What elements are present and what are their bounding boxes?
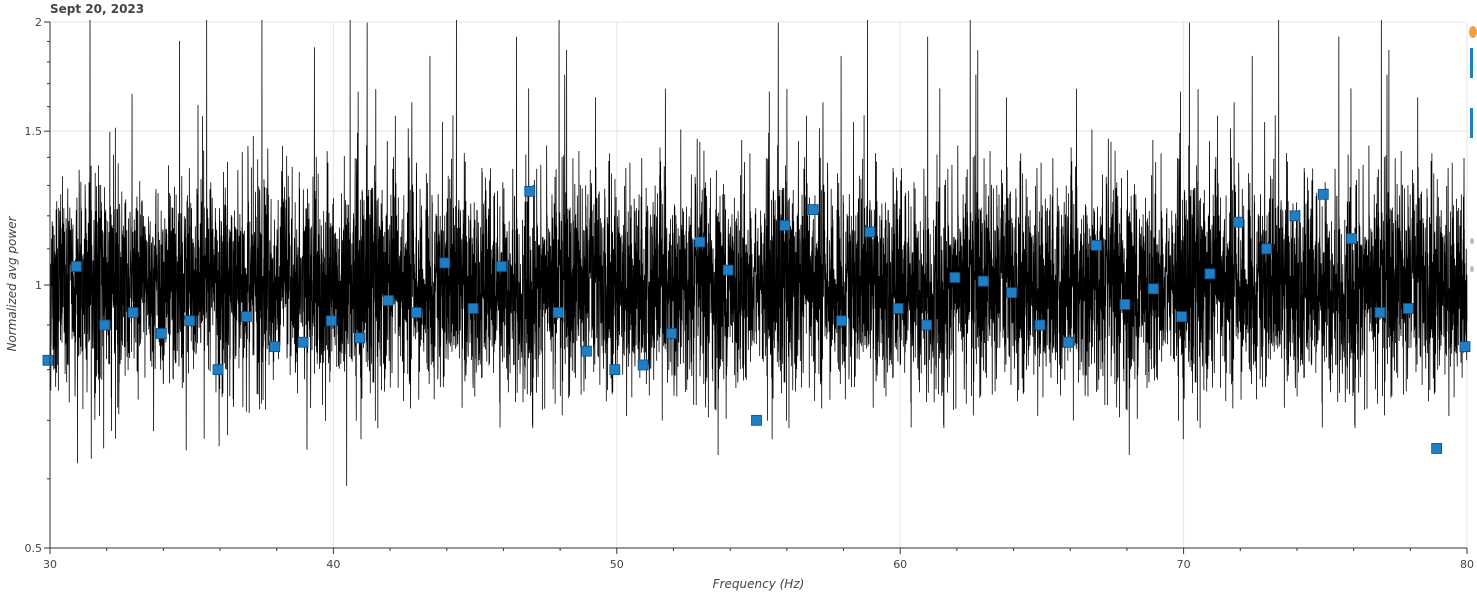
data-point (722, 264, 734, 276)
data-point (1006, 287, 1017, 299)
data-point (1062, 336, 1074, 348)
data-point (496, 261, 507, 272)
data-point (637, 359, 649, 371)
data-point (1091, 240, 1102, 251)
y-tick-label: 1.5 (25, 125, 43, 138)
x-axis-ticks: 30 40 50 60 70 80 (43, 548, 1474, 571)
marker-series (42, 185, 1471, 454)
data-point (382, 295, 394, 306)
data-point (155, 328, 167, 339)
data-point (949, 272, 961, 283)
data-point (325, 315, 337, 327)
data-point (1317, 188, 1329, 200)
data-point (1147, 283, 1159, 295)
data-point (1402, 303, 1414, 314)
data-point (581, 345, 592, 357)
data-point (1289, 210, 1301, 222)
data-point (42, 354, 54, 366)
zoom-tool-icon[interactable] (1470, 108, 1473, 138)
data-point (1459, 341, 1471, 353)
data-point (411, 307, 422, 318)
noise-line (49, 19, 1468, 486)
data-point (977, 275, 989, 287)
y-tick-label: 1 (35, 279, 42, 292)
data-point (212, 364, 224, 376)
pan-tool-icon[interactable] (1470, 48, 1473, 78)
x-tick-label: 60 (893, 558, 907, 571)
data-point (354, 332, 366, 344)
data-point (1176, 311, 1187, 323)
data-point (666, 328, 677, 339)
data-point (1374, 307, 1386, 318)
data-point (127, 307, 139, 318)
save-tool-icon[interactable] (1470, 266, 1474, 272)
x-tick-label: 40 (326, 558, 340, 571)
data-point (1346, 233, 1358, 245)
reset-tool-icon[interactable] (1470, 238, 1474, 244)
data-point (836, 315, 847, 327)
x-tick-label: 80 (1460, 558, 1474, 571)
y-tick-label: 0.5 (25, 542, 43, 555)
data-point (439, 257, 451, 269)
y-axis-label: Normalized avg power (5, 216, 19, 352)
data-point (184, 315, 196, 327)
data-point (807, 204, 819, 215)
logo-icon (1469, 26, 1477, 38)
data-point (1204, 268, 1216, 280)
chart-title: Sept 20, 2023 (50, 2, 145, 16)
data-point (864, 226, 876, 238)
data-point (297, 336, 309, 348)
x-tick-label: 50 (610, 558, 624, 571)
x-tick-label: 30 (43, 558, 57, 571)
data-point (1232, 216, 1244, 228)
x-tick-label: 70 (1177, 558, 1191, 571)
data-point (1431, 443, 1443, 454)
data-point (694, 236, 706, 248)
data-point (70, 261, 82, 272)
data-point (1261, 243, 1273, 255)
x-axis-label: Frequency (Hz) (712, 577, 805, 591)
data-point (1119, 299, 1131, 310)
data-point (99, 319, 111, 331)
plot-toolbar[interactable] (1467, 22, 1477, 282)
data-point (1034, 319, 1046, 331)
data-point (552, 307, 564, 318)
data-point (892, 303, 904, 314)
y-axis-ticks: 0.5 1 1.5 2 (25, 16, 50, 555)
data-point (751, 414, 762, 426)
noise-series (49, 19, 1468, 486)
data-point (467, 303, 479, 314)
data-point (269, 341, 281, 353)
data-point (609, 364, 621, 376)
data-point (779, 220, 791, 231)
data-point (921, 319, 932, 331)
data-point (240, 311, 252, 323)
y-tick-label: 2 (35, 16, 42, 29)
data-point (524, 185, 536, 197)
